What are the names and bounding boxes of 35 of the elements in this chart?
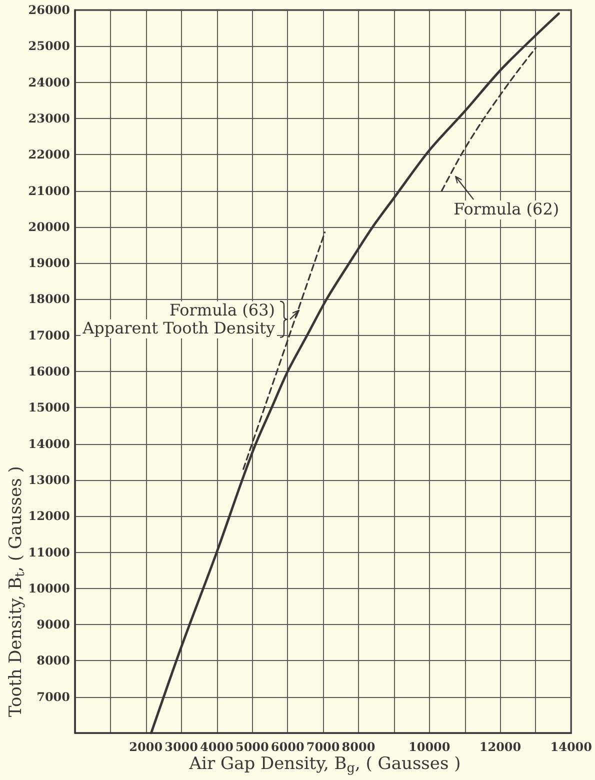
y-tick-label: 10000	[28, 581, 70, 596]
y-tick-label: 8000	[36, 654, 70, 668]
x-axis-title: Air Gap Density, B$_{g}$, ( Gausses )	[188, 754, 461, 776]
y-tick-label: 17000	[28, 328, 70, 342]
x-tick-label: 10000	[408, 740, 450, 754]
y-tick-label: 15000	[28, 400, 70, 415]
annotation: Formula (63)	[169, 300, 275, 320]
annotation: Formula (62)	[454, 199, 560, 218]
y-tick-label: 18000	[28, 292, 70, 306]
y-tick-label: 12000	[28, 509, 70, 524]
y-tick-label: 23000	[28, 111, 70, 126]
y-tick-label: 24000	[28, 75, 70, 90]
x-tick-label: 6000	[270, 740, 304, 754]
x-tick-label: 2000	[129, 740, 163, 754]
y-tick-label: 22000	[28, 148, 70, 162]
annotation: Apparent Tooth Density	[82, 318, 275, 338]
y-tick-label: 7000	[36, 690, 70, 704]
y-tick-label: 13000	[28, 472, 70, 487]
x-tick-label: 5000	[235, 740, 269, 754]
x-tick-label: 3000	[164, 740, 198, 754]
y-tick-label: 26000	[28, 3, 70, 17]
x-tick-label: 14000	[550, 740, 592, 754]
y-tick-label: 25000	[28, 39, 70, 54]
y-tick-label: 9000	[36, 618, 70, 632]
y-tick-label: 21000	[28, 184, 70, 198]
line-series	[440, 47, 536, 192]
y-tick-label: 11000	[28, 545, 70, 560]
y-tick-label: 16000	[28, 364, 70, 378]
y-tick-label: 14000	[28, 436, 70, 451]
x-tick-label: 7000	[306, 740, 340, 754]
y-tick-label: 19000	[28, 256, 70, 270]
x-tick-label: 12000	[479, 740, 522, 754]
x-tick-label: 4000	[200, 740, 234, 754]
y-tick-label: 20000	[28, 220, 70, 234]
x-tick-label: 8000	[342, 740, 376, 754]
